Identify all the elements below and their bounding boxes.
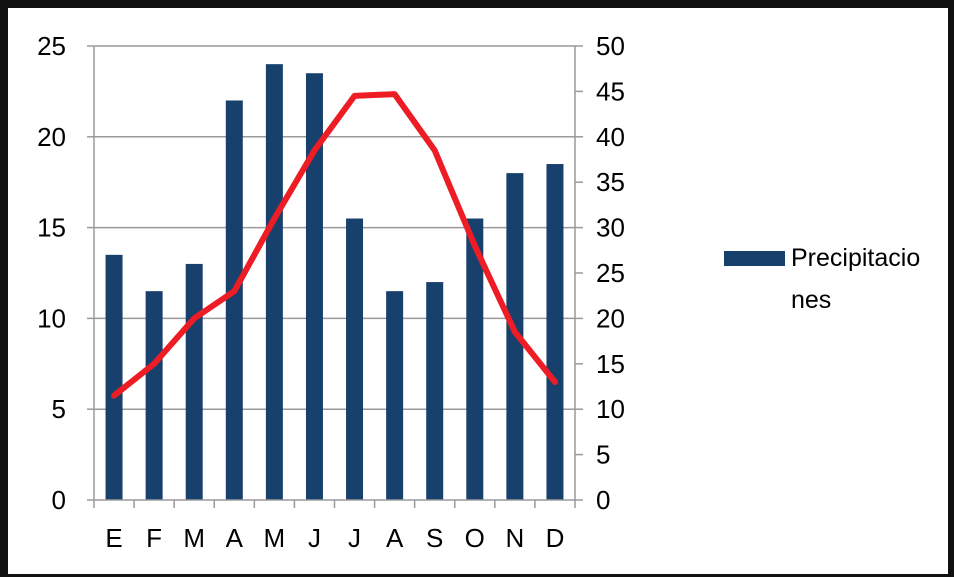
- x-tick-label: J: [308, 523, 321, 553]
- right-tick-label: 15: [596, 349, 625, 379]
- left-tick-label: 0: [52, 485, 66, 515]
- line-series: [111, 91, 558, 399]
- legend-label: nes: [791, 286, 831, 314]
- x-tick-label: J: [348, 523, 361, 553]
- bar: [546, 164, 564, 501]
- left-tick-label: 15: [37, 213, 66, 243]
- bar: [105, 254, 123, 500]
- x-tick-label: N: [505, 523, 524, 553]
- left-tick-label: 10: [37, 303, 66, 333]
- bar: [346, 218, 364, 500]
- bar: [145, 291, 163, 500]
- right-tick-label: 0: [596, 485, 610, 515]
- left-axis-ticks: 0 5 10 15 20 25: [37, 31, 66, 515]
- x-tick-label: A: [386, 523, 404, 553]
- left-tick-label: 5: [52, 394, 66, 424]
- bar: [466, 218, 484, 500]
- x-tick-label: E: [105, 523, 122, 553]
- right-tick-label: 30: [596, 213, 625, 243]
- x-tick-label: M: [264, 523, 286, 553]
- legend: Precipitacio nes: [724, 244, 920, 314]
- bar: [426, 282, 444, 500]
- gridlines: [94, 45, 575, 410]
- x-tick-label: D: [546, 523, 565, 553]
- right-tick-label: 10: [596, 394, 625, 424]
- x-tick-label: S: [426, 523, 443, 553]
- bar: [265, 64, 283, 500]
- x-tick-label: F: [146, 523, 162, 553]
- x-tick-label: M: [183, 523, 205, 553]
- right-tick-label: 50: [596, 31, 625, 61]
- legend-label: Precipitacio: [791, 244, 920, 272]
- left-tick-label: 20: [37, 122, 66, 152]
- axes: [87, 45, 583, 508]
- legend-swatch: [724, 251, 785, 266]
- x-tick-label: A: [226, 523, 244, 553]
- right-tick-label: 35: [596, 167, 625, 197]
- right-axis-ticks: 0 5 10 15 20 25 30 35 40 45 50: [596, 31, 625, 515]
- bar: [185, 263, 203, 500]
- right-tick-label: 45: [596, 76, 625, 106]
- right-tick-label: 25: [596, 258, 625, 288]
- bar: [305, 73, 323, 501]
- x-tick-label: O: [465, 523, 485, 553]
- bar: [225, 100, 243, 500]
- left-tick-label: 25: [37, 31, 66, 61]
- line-series-path: [111, 91, 558, 399]
- right-tick-label: 40: [596, 122, 625, 152]
- bar: [386, 291, 404, 500]
- right-tick-label: 20: [596, 303, 625, 333]
- right-tick-label: 5: [596, 440, 610, 470]
